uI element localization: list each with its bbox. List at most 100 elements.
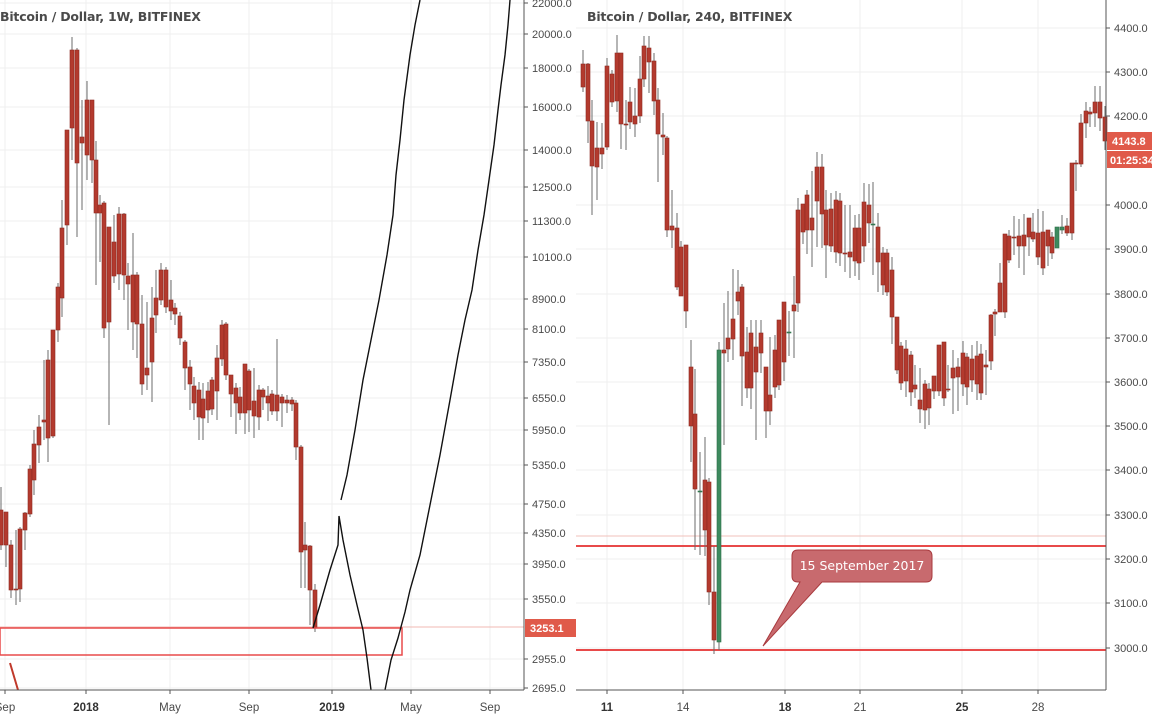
time-tick-label: 21 (854, 702, 867, 714)
candle-body (1026, 217, 1032, 238)
candle-body (917, 399, 923, 410)
candle-body (898, 345, 904, 384)
price-tick-label: 4000.0 (1114, 200, 1148, 212)
price-tick-label: 3400.0 (1114, 465, 1148, 477)
candle-body (93, 159, 99, 214)
price-tick-label: 3600.0 (1114, 377, 1148, 389)
candle-body (837, 200, 843, 254)
candle-body (711, 591, 717, 641)
price-tick-label: 5950.0 (532, 425, 566, 437)
weekly-chart-pane[interactable]: 22000.0 20000.0 18000.0 16000.0 14000.0 12500… (0, 0, 576, 717)
candle-body (1011, 236, 1017, 239)
candle-body (730, 318, 736, 340)
candle-body (683, 244, 689, 312)
candle-body (1030, 231, 1036, 240)
candle-body (692, 413, 698, 490)
candle-body (903, 348, 909, 382)
candle-body (997, 282, 1003, 313)
candle-body (111, 241, 117, 277)
candle-body (237, 396, 243, 414)
candle-body (646, 47, 652, 63)
candle-body (251, 400, 257, 417)
bar-countdown-badge (1107, 151, 1152, 168)
candle-body (134, 274, 140, 325)
callout-annotation[interactable] (762, 549, 933, 647)
candle-body (697, 490, 703, 493)
candle-body (214, 357, 220, 392)
candle-body (69, 49, 75, 129)
trend-line-drawing[interactable] (9, 662, 19, 691)
price-tick-label: 3500.0 (1114, 421, 1148, 433)
candle-body (1097, 101, 1103, 119)
time-tick-label: May (400, 702, 422, 714)
candle-body (674, 227, 680, 288)
price-tick-label: 14000.0 (532, 145, 572, 157)
candle-body (260, 389, 266, 398)
candle-body (64, 129, 70, 226)
candle-body (1102, 116, 1108, 142)
candle-body (992, 311, 998, 315)
candle-body (284, 399, 290, 404)
candle-body (1078, 122, 1084, 165)
candle-body (721, 349, 727, 354)
candle-body (191, 385, 197, 404)
bars-pattern-projection[interactable] (340, 0, 421, 501)
candle-body (17, 528, 23, 590)
candle-body (988, 314, 994, 362)
candle-body (922, 383, 928, 411)
candle-body (941, 341, 947, 399)
candle-body (725, 337, 731, 350)
time-tick-label: 2018 (73, 702, 99, 714)
candle-body (55, 286, 61, 331)
candle-body (609, 73, 615, 103)
candle-body (866, 204, 872, 224)
weekly-chart-canvas[interactable]: 22000.0 20000.0 18000.0 16000.0 14000.0 12500… (0, 0, 576, 717)
last-price-value: 3253.1 (530, 623, 564, 635)
bars-pattern-projection[interactable] (312, 515, 372, 691)
candle-body (168, 299, 174, 312)
h4-chart-pane[interactable]: 15 September 2017 4400.0 4300.0 4200.0 4000.… (576, 0, 1152, 717)
h4-chart-canvas[interactable]: 15 September 2017 4400.0 4300.0 4200.0 4000.… (576, 0, 1152, 717)
price-tick-label: 8100.0 (532, 324, 566, 336)
candle-body (27, 468, 33, 515)
candle-body (3, 511, 9, 546)
price-tick-label: 4400.0 (1114, 23, 1148, 35)
candle-body (1069, 162, 1075, 234)
price-tick-label: 3000.0 (1114, 643, 1148, 655)
price-tick-label: 4350.0 (532, 528, 566, 540)
candle-body (889, 269, 895, 318)
candle-body (814, 166, 820, 202)
price-tick-label: 8900.0 (532, 294, 566, 306)
candle-body (894, 316, 900, 371)
candle-body (678, 246, 684, 297)
candle-body (177, 315, 183, 339)
candle-body (223, 323, 229, 376)
rectangle-drawing[interactable] (0, 627, 403, 656)
candle-body (22, 512, 28, 531)
candle-body (205, 390, 211, 411)
candle-body (130, 274, 136, 323)
price-tick-label: 10100.0 (532, 252, 572, 264)
candle-body (809, 217, 815, 231)
candle-body (298, 446, 304, 553)
time-tick-label: Sep (0, 702, 15, 714)
price-tick-label: 12500.0 (532, 182, 572, 194)
last-price-badge (1107, 132, 1152, 150)
candle-body (158, 269, 164, 301)
candle-body (144, 367, 150, 376)
bars-pattern-projection[interactable] (384, 0, 511, 691)
price-tick-label: 22000.0 (532, 0, 572, 10)
price-tick-label: 3950.0 (532, 559, 566, 571)
candle-body (660, 134, 666, 138)
price-tick-label: 3700.0 (1114, 333, 1148, 345)
candle-body (1045, 229, 1051, 247)
candle-body (269, 393, 275, 412)
time-tick-label: 25 (956, 702, 969, 714)
candle-body (13, 588, 19, 591)
candle-body (974, 355, 980, 385)
price-tick-label: 11300.0 (532, 216, 571, 228)
candle-body (1021, 234, 1027, 247)
candle-body (74, 49, 80, 164)
price-tick-label: 4200.0 (1114, 111, 1148, 123)
candle-body (1054, 226, 1060, 249)
